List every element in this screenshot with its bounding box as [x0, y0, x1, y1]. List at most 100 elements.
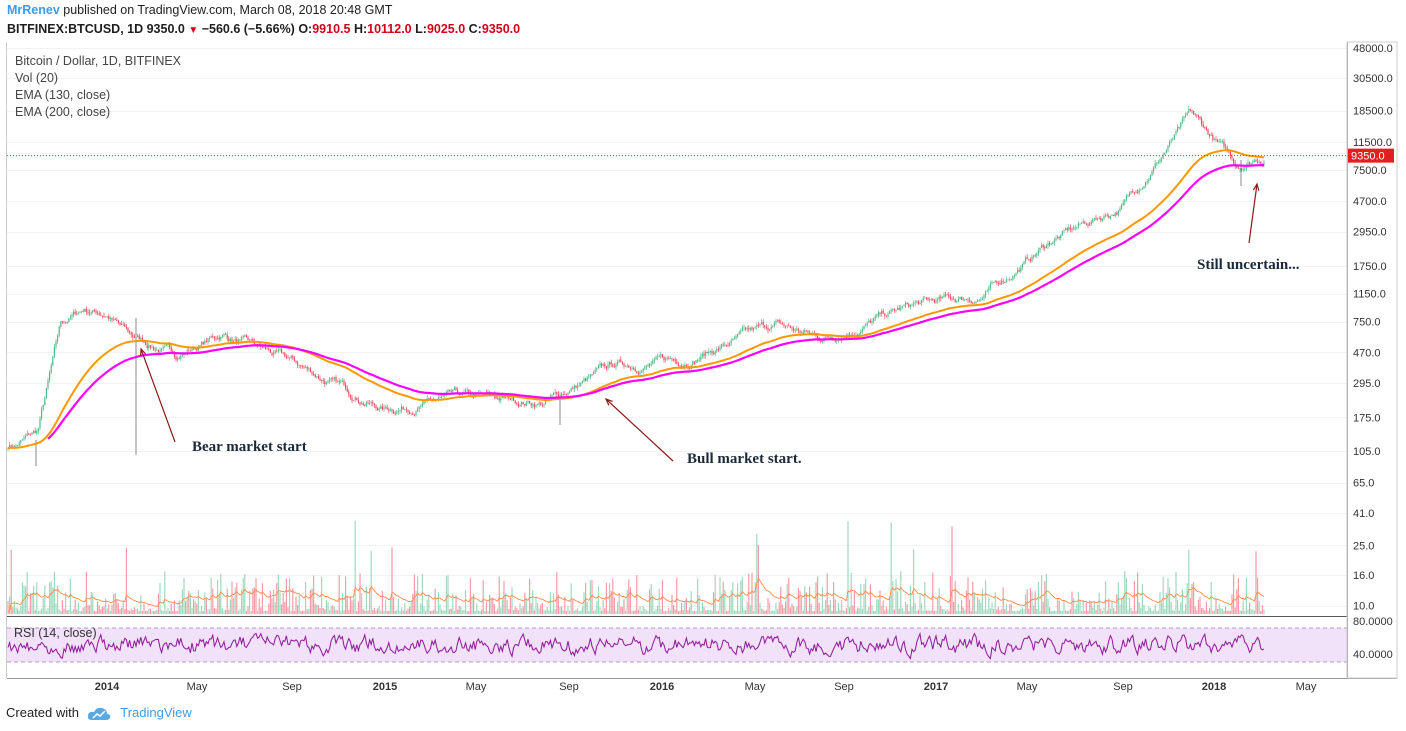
candle-body — [1233, 158, 1235, 164]
volume-bar — [1145, 610, 1147, 614]
candle-body — [580, 382, 582, 386]
candle-body — [186, 350, 188, 354]
volume-bar — [644, 608, 646, 614]
volume-bar — [530, 603, 532, 614]
volume-bar — [324, 609, 326, 614]
volume-bar — [322, 607, 324, 614]
volume-bar — [1105, 580, 1107, 614]
candle-body — [55, 341, 57, 347]
volume-bar — [506, 599, 508, 614]
candle-body — [532, 404, 534, 406]
candle-body — [343, 380, 345, 385]
candle-body — [495, 396, 497, 399]
volume-bar — [79, 610, 81, 614]
candle-body — [535, 404, 537, 408]
bear-market-annotation: Bear market start — [192, 439, 307, 455]
volume-bar — [927, 610, 929, 614]
volume-bar — [1191, 584, 1193, 614]
created-with-text: Created with — [6, 705, 79, 720]
tradingview-link[interactable]: TradingView — [120, 705, 192, 720]
volume-bar — [268, 603, 270, 614]
candle-body — [386, 407, 388, 410]
candle-body — [657, 355, 659, 357]
candle-body — [125, 326, 127, 328]
volume-bar — [316, 604, 318, 614]
volume-bar — [519, 603, 521, 614]
candle-body — [170, 346, 172, 351]
volume-bar — [773, 610, 775, 614]
volume-bar — [762, 609, 764, 614]
volume-bar — [535, 596, 537, 614]
volume-bar — [308, 609, 310, 614]
volume-bar — [711, 610, 713, 614]
candle-body — [1012, 276, 1014, 280]
volume-bar — [741, 576, 743, 614]
candle-body — [879, 312, 881, 315]
candle-body — [362, 403, 364, 406]
volume-bar — [397, 598, 399, 614]
candle-body — [759, 323, 761, 326]
volume-bar — [759, 603, 761, 614]
candle-body — [1050, 243, 1052, 245]
candle-body — [917, 301, 919, 305]
volume-bar — [476, 603, 478, 614]
legend-ema200[interactable]: EMA (200, close) — [15, 105, 111, 119]
candle-body — [1053, 240, 1055, 244]
volume-bar — [1252, 609, 1254, 614]
volume-bar — [908, 610, 910, 614]
volume-bar — [362, 608, 364, 614]
volume-bar — [317, 604, 319, 614]
candle-body — [1081, 222, 1083, 224]
candle-body — [1212, 134, 1214, 140]
volume-bar — [20, 606, 22, 614]
candle-body — [301, 366, 303, 367]
legend-title[interactable]: Bitcoin / Dollar, 1D, BITFINEX — [15, 54, 182, 68]
volume-bar — [989, 608, 991, 614]
volume-bar — [90, 591, 92, 614]
volume-bar — [1020, 609, 1022, 614]
candle-body — [927, 297, 929, 300]
legend-vol[interactable]: Vol (20) — [15, 71, 59, 85]
volume-bar — [1090, 601, 1092, 614]
volume-bar — [180, 604, 182, 614]
candle-body — [151, 347, 153, 348]
candle-body — [751, 327, 753, 330]
volume-bar — [756, 533, 758, 614]
volume-bar — [682, 609, 684, 614]
volume-bar — [825, 599, 827, 614]
volume-bar — [549, 592, 551, 614]
candle-body — [863, 326, 865, 329]
ema-130-line — [7, 149, 1265, 449]
price-tick-label: 1150.0 — [1353, 289, 1386, 301]
volume-bar — [1081, 611, 1083, 614]
volume-bar — [44, 585, 46, 614]
candle-body — [418, 406, 420, 409]
candle-body — [873, 319, 875, 322]
candle-body — [49, 372, 51, 381]
candle-body — [146, 345, 148, 349]
volume-bar — [10, 549, 12, 614]
candle-body — [1055, 238, 1057, 241]
volume-bar — [813, 610, 815, 614]
volume-bar — [778, 602, 780, 614]
volume-bar — [1143, 604, 1145, 614]
volume-bar — [1172, 609, 1174, 614]
volume-bar — [863, 583, 865, 614]
author-link[interactable]: MrRenev — [7, 3, 60, 17]
volume-bar — [92, 593, 94, 614]
volume-bar — [807, 610, 809, 614]
candle-body — [829, 336, 831, 338]
candle-body — [529, 401, 531, 404]
volume-bar — [557, 594, 559, 614]
candle-body — [645, 366, 647, 368]
candle-body — [250, 338, 252, 341]
volume-bar — [77, 602, 79, 614]
candle-body — [511, 397, 513, 400]
legend-ema130[interactable]: EMA (130, close) — [15, 88, 111, 102]
candle-body — [69, 317, 71, 319]
rsi-legend[interactable]: RSI (14, close) — [14, 626, 97, 640]
volume-bar — [1061, 610, 1063, 614]
candle-body — [63, 322, 65, 324]
volume-bar — [1103, 607, 1105, 614]
